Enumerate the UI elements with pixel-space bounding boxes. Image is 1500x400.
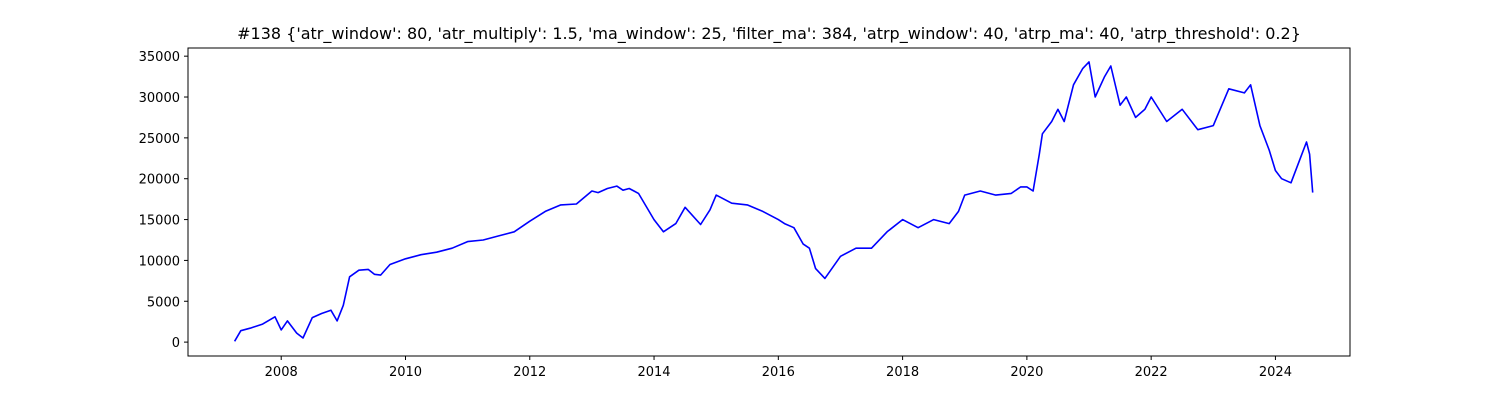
y-tick-label: 15000 <box>139 214 180 229</box>
x-tick-label: 2024 <box>1259 365 1292 380</box>
y-tick-label: 0 <box>172 336 180 351</box>
x-tick-label: 2020 <box>1010 365 1043 380</box>
x-tick-label: 2012 <box>513 365 546 380</box>
y-tick-label: 10000 <box>139 254 180 269</box>
x-tick-label: 2008 <box>265 365 298 380</box>
x-tick-label: 2018 <box>886 365 919 380</box>
y-tick-label: 30000 <box>139 91 180 106</box>
plot-frame <box>187 47 1351 357</box>
y-tick-label: 35000 <box>139 50 180 65</box>
y-tick-label: 5000 <box>147 295 180 310</box>
y-axis: 0 5000 10000 15000 20000 25000 30000 35000 <box>139 50 188 351</box>
chart-title: #138 {'atr_window': 80, 'atr_multiply': … <box>237 24 1301 44</box>
x-tick-label: 2022 <box>1135 365 1168 380</box>
x-axis: 2008 2010 2012 2014 2016 2018 2020 2022 2024 <box>265 356 1292 380</box>
y-tick-label: 20000 <box>139 173 180 188</box>
x-tick-label: 2010 <box>389 365 422 380</box>
series-layer <box>233 61 1314 342</box>
y-tick-label: 25000 <box>139 132 180 147</box>
x-tick-label: 2016 <box>762 365 795 380</box>
x-tick-label: 2014 <box>637 365 670 380</box>
series-line <box>233 61 1314 342</box>
